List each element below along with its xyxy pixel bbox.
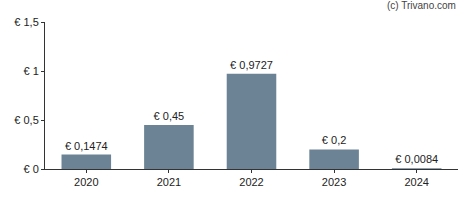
- svg-text:€ 0,0084: € 0,0084: [395, 153, 438, 165]
- svg-text:€ 0,1474: € 0,1474: [65, 140, 108, 152]
- svg-text:2020: 2020: [74, 176, 98, 188]
- svg-text:(c) Trivano.com: (c) Trivano.com: [387, 0, 456, 11]
- svg-text:€ 1: € 1: [24, 65, 39, 77]
- svg-text:2023: 2023: [322, 176, 346, 188]
- svg-text:€ 0,45: € 0,45: [154, 110, 185, 122]
- svg-text:2024: 2024: [404, 176, 428, 188]
- svg-text:2021: 2021: [157, 176, 181, 188]
- svg-text:€ 0,5: € 0,5: [14, 114, 38, 126]
- svg-text:€ 0,2: € 0,2: [322, 134, 346, 146]
- svg-text:€ 0,9727: € 0,9727: [230, 59, 273, 71]
- svg-text:€ 0: € 0: [24, 163, 39, 175]
- svg-text:€ 1,5: € 1,5: [14, 16, 38, 28]
- svg-text:2022: 2022: [239, 176, 263, 188]
